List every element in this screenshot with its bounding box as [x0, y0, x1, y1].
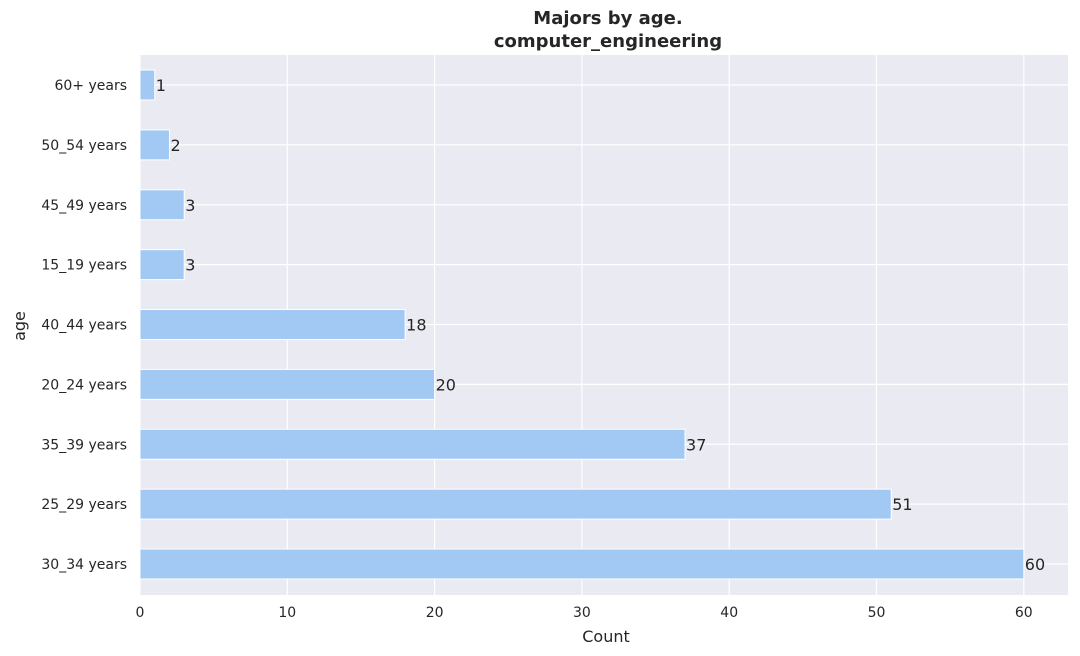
bar	[139, 368, 436, 400]
data-labels: 1 2 3 3 18 20 37 51 60	[156, 76, 1045, 574]
y-tick-label: 30_34 years	[41, 557, 127, 573]
y-tick-label: 20_24 years	[41, 377, 127, 393]
x-tick-labels: 0 10 20 30 40 50 60	[136, 605, 1033, 621]
x-tick-label: 30	[573, 605, 591, 621]
data-label: 20	[436, 375, 456, 394]
y-tick-label: 35_39 years	[41, 437, 127, 453]
chart-title-line2: computer_engineering	[494, 31, 722, 52]
data-label: 51	[892, 495, 912, 514]
y-tick-label: 45_49 years	[41, 198, 127, 214]
chart-title-line1: Majors by age.	[533, 8, 682, 29]
x-tick-label: 10	[278, 605, 296, 621]
data-label: 3	[185, 256, 195, 275]
x-tick-label: 40	[720, 605, 738, 621]
data-label: 3	[185, 196, 195, 215]
bar	[139, 249, 185, 281]
data-label: 2	[170, 136, 180, 155]
bar	[139, 189, 185, 221]
bar	[139, 309, 406, 340]
x-axis-label: Count	[582, 627, 630, 646]
bar	[139, 69, 156, 101]
bar	[139, 488, 892, 520]
bar	[139, 129, 170, 161]
data-label: 18	[406, 316, 426, 335]
bar	[139, 548, 1025, 580]
data-label: 1	[156, 76, 166, 95]
y-tick-label: 15_19 years	[41, 258, 127, 274]
data-label: 37	[686, 435, 706, 454]
bars	[139, 69, 1025, 580]
x-tick-label: 60	[1015, 605, 1033, 621]
y-tick-label: 60+ years	[54, 78, 127, 94]
y-tick-label: 25_29 years	[41, 497, 127, 513]
data-label: 60	[1025, 555, 1045, 574]
y-tick-labels: 60+ years 50_54 years 45_49 years 15_19 yea…	[41, 78, 127, 573]
y-axis-label: age	[10, 311, 29, 341]
bar	[139, 428, 686, 460]
x-tick-label: 0	[136, 605, 145, 621]
y-tick-label: 50_54 years	[41, 138, 127, 154]
y-tick-label: 40_44 years	[41, 318, 127, 334]
x-tick-label: 50	[868, 605, 886, 621]
x-tick-label: 20	[426, 605, 444, 621]
